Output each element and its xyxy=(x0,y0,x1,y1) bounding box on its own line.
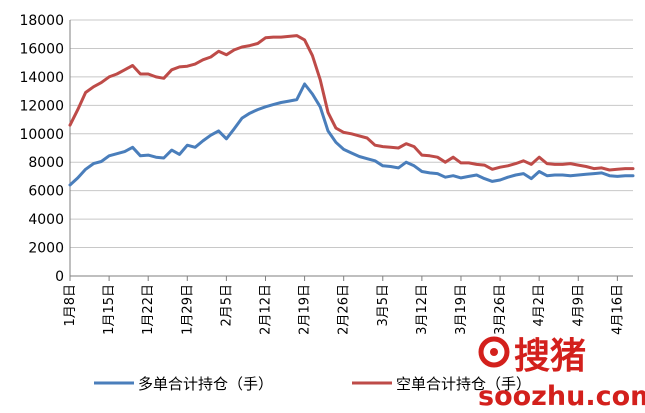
y-tick-label: 14000 xyxy=(19,70,64,86)
legend: 多单合计持仓（手） 空单合计持仓（手） xyxy=(94,375,531,393)
x-axis: 1月8日 1月15日 1月22日 1月29日 2月5日 2月12日 2月19日 2月26日 3月… xyxy=(63,20,633,335)
gridlines xyxy=(70,19,633,249)
y-tick-label: 16000 xyxy=(19,41,64,57)
y-tick-label: 12000 xyxy=(19,98,64,114)
y-tick-label: 2000 xyxy=(28,241,64,257)
x-tick-label: 1月15日 xyxy=(102,284,117,335)
y-tick-label: 0 xyxy=(55,269,64,285)
x-tick-label: 2月12日 xyxy=(258,284,273,335)
x-tick-label: 2月19日 xyxy=(298,284,313,335)
watermark-logo-icon xyxy=(478,336,510,368)
y-tick-label: 18000 xyxy=(19,13,64,29)
x-tick-label: 4月9日 xyxy=(571,284,586,327)
x-tick-label: 3月12日 xyxy=(415,284,430,335)
x-tick-label: 4月2日 xyxy=(532,284,547,327)
watermark-site-text: soozhu.com xyxy=(478,381,645,408)
legend-label: 空单合计持仓（手） xyxy=(396,375,531,393)
legend-label: 多单合计持仓（手） xyxy=(138,375,273,393)
series-short-line xyxy=(68,34,635,172)
x-tick-label: 4月16日 xyxy=(610,284,625,335)
y-axis-ticks: 0 2000 4000 6000 8000 10000 12000 14000 16000 180… xyxy=(19,13,64,285)
x-tick-label: 1月29日 xyxy=(180,284,195,335)
y-tick-label: 8000 xyxy=(28,155,64,171)
x-tick-label: 2月5日 xyxy=(219,284,234,327)
y-tick-label: 4000 xyxy=(28,212,64,228)
watermark-brand-text: 搜猪 xyxy=(514,336,586,377)
y-tick-label: 10000 xyxy=(19,127,64,143)
watermark: 搜猪 soozhu.com xyxy=(478,336,645,412)
x-tick-label: 2月26日 xyxy=(337,284,352,335)
y-tick-label: 6000 xyxy=(28,184,64,200)
series-lines xyxy=(68,34,635,187)
x-tick-label: 1月22日 xyxy=(141,284,156,335)
x-tick-label: 1月8日 xyxy=(63,284,78,327)
series-long-line xyxy=(68,82,635,187)
x-tick-label: 3月5日 xyxy=(376,284,391,327)
x-tick-label: 3月26日 xyxy=(493,284,508,335)
x-tick-label: 3月19日 xyxy=(454,284,469,335)
